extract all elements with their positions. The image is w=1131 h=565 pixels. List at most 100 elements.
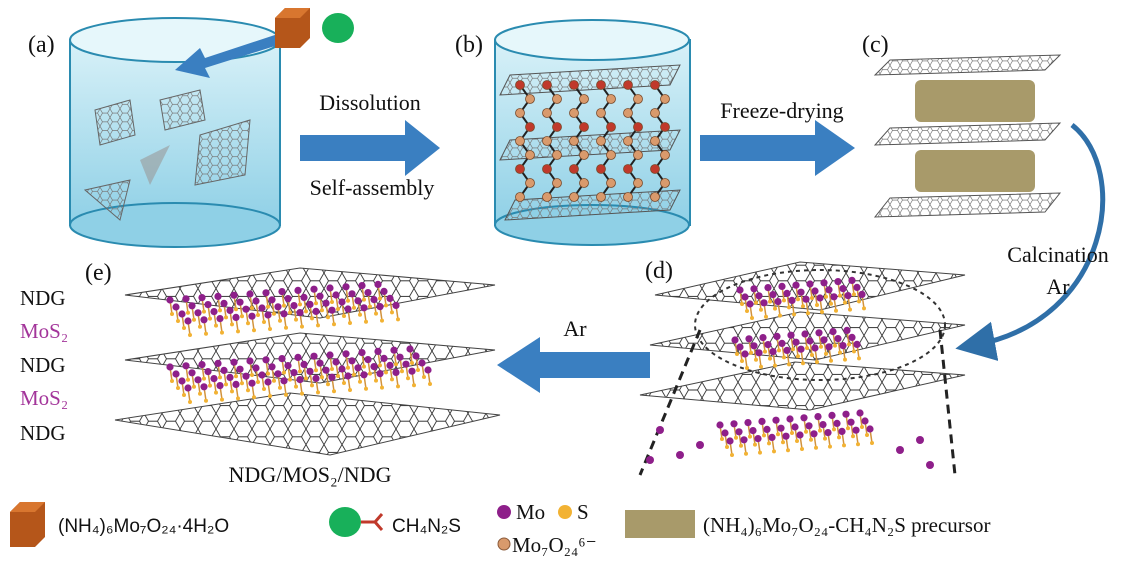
mo-atom (364, 289, 372, 297)
mo-atom (778, 339, 786, 347)
s-atom (298, 369, 302, 374)
layer-label: MoS₂ (20, 319, 68, 343)
atom (596, 136, 606, 146)
mo-atom (736, 343, 744, 351)
mo-atom (392, 368, 400, 376)
atom (515, 164, 525, 174)
s-atom (740, 359, 744, 363)
s-atom (759, 364, 763, 369)
s-atom (220, 330, 224, 335)
atom (542, 192, 552, 202)
mo-atom (786, 415, 794, 423)
s-atom (294, 384, 298, 389)
s-atom (208, 316, 212, 321)
mo-atom (194, 376, 202, 384)
s-atom (202, 309, 206, 314)
atom (606, 94, 616, 104)
s-atom (428, 382, 432, 386)
atom (623, 192, 633, 202)
beaker-b (494, 19, 691, 246)
mo-atom (769, 291, 777, 299)
mo-atom (806, 280, 814, 288)
atom (542, 136, 552, 146)
mo-atom (210, 308, 218, 316)
s-atom (236, 396, 240, 401)
mo-atom (258, 304, 266, 312)
mo-atom (200, 316, 208, 324)
mo-atom (778, 282, 786, 290)
atom (660, 178, 670, 188)
mo-atom (178, 377, 186, 385)
mo-atom (184, 317, 192, 325)
s-atom (234, 374, 238, 379)
s-atom (824, 294, 828, 299)
legend-label: (NH₄)₆Mo₇O₂₄·4H₂O (58, 516, 229, 537)
mo-atom (326, 284, 334, 292)
s-atom (843, 357, 847, 362)
mo-atom (374, 347, 382, 355)
s-atom (336, 307, 340, 311)
mo-atom (360, 304, 368, 312)
s-atom (740, 302, 744, 306)
mo-atom (858, 290, 866, 298)
s-atom (390, 377, 394, 382)
s-atom (773, 363, 777, 368)
mo-atom (230, 291, 238, 299)
s-atom (374, 311, 378, 316)
mo-atom (198, 294, 206, 302)
mo-atom (844, 292, 852, 300)
atom (596, 164, 606, 174)
s-atom (380, 385, 384, 390)
mo-atom (248, 379, 256, 387)
mo-atom (364, 356, 372, 364)
s-atom (815, 360, 819, 364)
mo-atom (204, 301, 212, 309)
mo-atom (294, 353, 302, 361)
mo-atom (188, 302, 196, 310)
mo-atom (848, 333, 856, 341)
s-atom (829, 301, 833, 306)
atom (596, 108, 606, 118)
s-atom (368, 304, 372, 309)
s-atom (763, 349, 767, 354)
mo-atom (246, 357, 254, 365)
mo-atom (322, 299, 330, 307)
atom (650, 136, 660, 146)
atom (579, 178, 589, 188)
mo-atom (182, 295, 190, 303)
mo-atom (216, 315, 224, 323)
mo-atom (750, 342, 758, 350)
mo-atom (290, 369, 298, 377)
atom (579, 122, 589, 132)
legend-label: Mo (516, 500, 545, 524)
mo-atom (386, 361, 394, 369)
atom (633, 94, 643, 104)
s-atom (262, 387, 266, 391)
mo-atom (242, 372, 250, 380)
s-atom (330, 300, 334, 304)
s-atom (856, 442, 860, 447)
arrow-freeze-drying (700, 120, 855, 176)
layer-label: NDG (20, 353, 66, 377)
s-atom (176, 319, 180, 323)
s-atom (820, 310, 824, 314)
s-atom (204, 398, 208, 403)
s-atom (837, 435, 841, 440)
mo-atom (760, 299, 768, 307)
s-atom (368, 371, 372, 376)
mo-atom (348, 290, 356, 298)
s-atom (734, 435, 738, 440)
s-atom (730, 453, 734, 457)
s-atom (246, 321, 250, 326)
s-atom (815, 303, 819, 307)
mo-atom (764, 341, 772, 349)
atom (525, 150, 535, 160)
beaker-a (69, 17, 281, 248)
mo-atom (268, 363, 276, 371)
mo-atom (204, 368, 212, 376)
s-atom (739, 443, 743, 448)
s-atom (810, 353, 814, 357)
s-atom (204, 331, 208, 336)
mo-atom (792, 338, 800, 346)
